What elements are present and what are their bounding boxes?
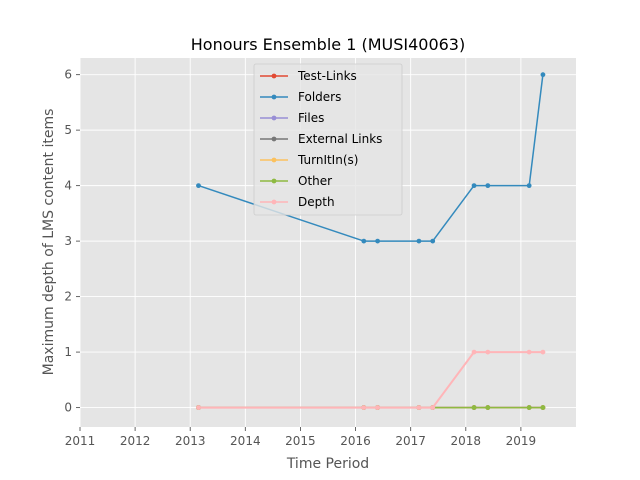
- y-tick-label: 0: [64, 401, 72, 415]
- legend-label: TurnItIn(s): [297, 153, 358, 167]
- x-tick-label: 2011: [65, 434, 96, 448]
- data-point-folders: [196, 183, 201, 189]
- data-point-depth: [471, 349, 477, 355]
- legend-label: Other: [298, 174, 332, 188]
- legend-entry: Depth: [260, 195, 335, 209]
- y-tick-label: 2: [64, 290, 72, 304]
- data-point-depth: [375, 405, 380, 410]
- x-tick-label: 2013: [175, 434, 206, 448]
- legend-label: External Links: [298, 132, 382, 146]
- legend-label: Files: [298, 111, 324, 125]
- legend-entry: Folders: [260, 90, 341, 104]
- data-point-depth: [196, 405, 201, 410]
- y-tick-label: 6: [64, 68, 72, 82]
- legend-box: [253, 63, 403, 216]
- data-point-depth: [540, 349, 546, 355]
- data-point-folders: [526, 183, 532, 189]
- data-point-other: [526, 405, 532, 410]
- y-tick-label: 4: [64, 179, 72, 193]
- y-axis-label: Maximum depth of LMS content items: [41, 109, 57, 376]
- data-point-other: [485, 405, 491, 410]
- data-point-depth: [526, 349, 532, 355]
- legend-label: Test-Links: [297, 69, 357, 83]
- data-point-other: [471, 405, 477, 410]
- data-point-folders: [416, 238, 422, 244]
- y-tick-label: 5: [64, 123, 72, 137]
- data-point-folders: [485, 183, 491, 189]
- series-folders: [196, 72, 546, 244]
- x-axis-label: Time Period: [286, 456, 369, 472]
- data-point-other: [540, 405, 546, 410]
- legend-swatch-marker: [271, 157, 277, 163]
- legend-label: Folders: [298, 90, 341, 104]
- legend-entry: Test-Links: [260, 69, 357, 83]
- y-axis-ticks: 0 1 2 3 4 5 6: [64, 68, 80, 415]
- data-point-folders: [471, 183, 477, 189]
- data-point-depth: [430, 405, 436, 410]
- legend-swatch-marker: [271, 178, 277, 184]
- data-point-depth: [416, 405, 422, 410]
- data-point-folders: [375, 238, 380, 244]
- legend-entry: Other: [260, 174, 332, 188]
- x-axis-ticks: 2011 2012 2013 2014 2015 2016 2017 2018 2019: [65, 427, 536, 448]
- data-point-depth: [485, 349, 491, 355]
- legend-label: Depth: [298, 195, 335, 209]
- legend-swatch-marker: [271, 94, 277, 100]
- series: [196, 72, 546, 410]
- legend-swatch-marker: [271, 199, 277, 205]
- data-point-depth: [361, 405, 367, 410]
- legend-swatch-marker: [271, 136, 277, 142]
- x-tick-label: 2018: [451, 434, 482, 448]
- data-point-folders: [540, 72, 546, 78]
- legend-entry: TurnItIn(s): [260, 153, 358, 167]
- x-tick-label: 2016: [340, 434, 371, 448]
- legend: Test-Links Folders Files External Links Turn…: [253, 63, 403, 216]
- data-point-folders: [361, 238, 367, 244]
- x-tick-label: 2015: [285, 434, 316, 448]
- x-tick-label: 2017: [395, 434, 426, 448]
- y-tick-label: 1: [64, 345, 72, 359]
- x-tick-label: 2019: [506, 434, 537, 448]
- legend-swatch-marker: [271, 115, 277, 121]
- legend-swatch-marker: [271, 73, 277, 79]
- x-tick-label: 2012: [120, 434, 151, 448]
- data-point-folders: [430, 238, 436, 244]
- legend-entry: External Links: [260, 132, 382, 146]
- series-depth: [196, 349, 546, 410]
- x-tick-label: 2014: [230, 434, 261, 448]
- y-tick-label: 3: [64, 234, 72, 248]
- chart-title: Honours Ensemble 1 (MUSI40063): [191, 35, 465, 54]
- legend-entry: Files: [260, 111, 324, 125]
